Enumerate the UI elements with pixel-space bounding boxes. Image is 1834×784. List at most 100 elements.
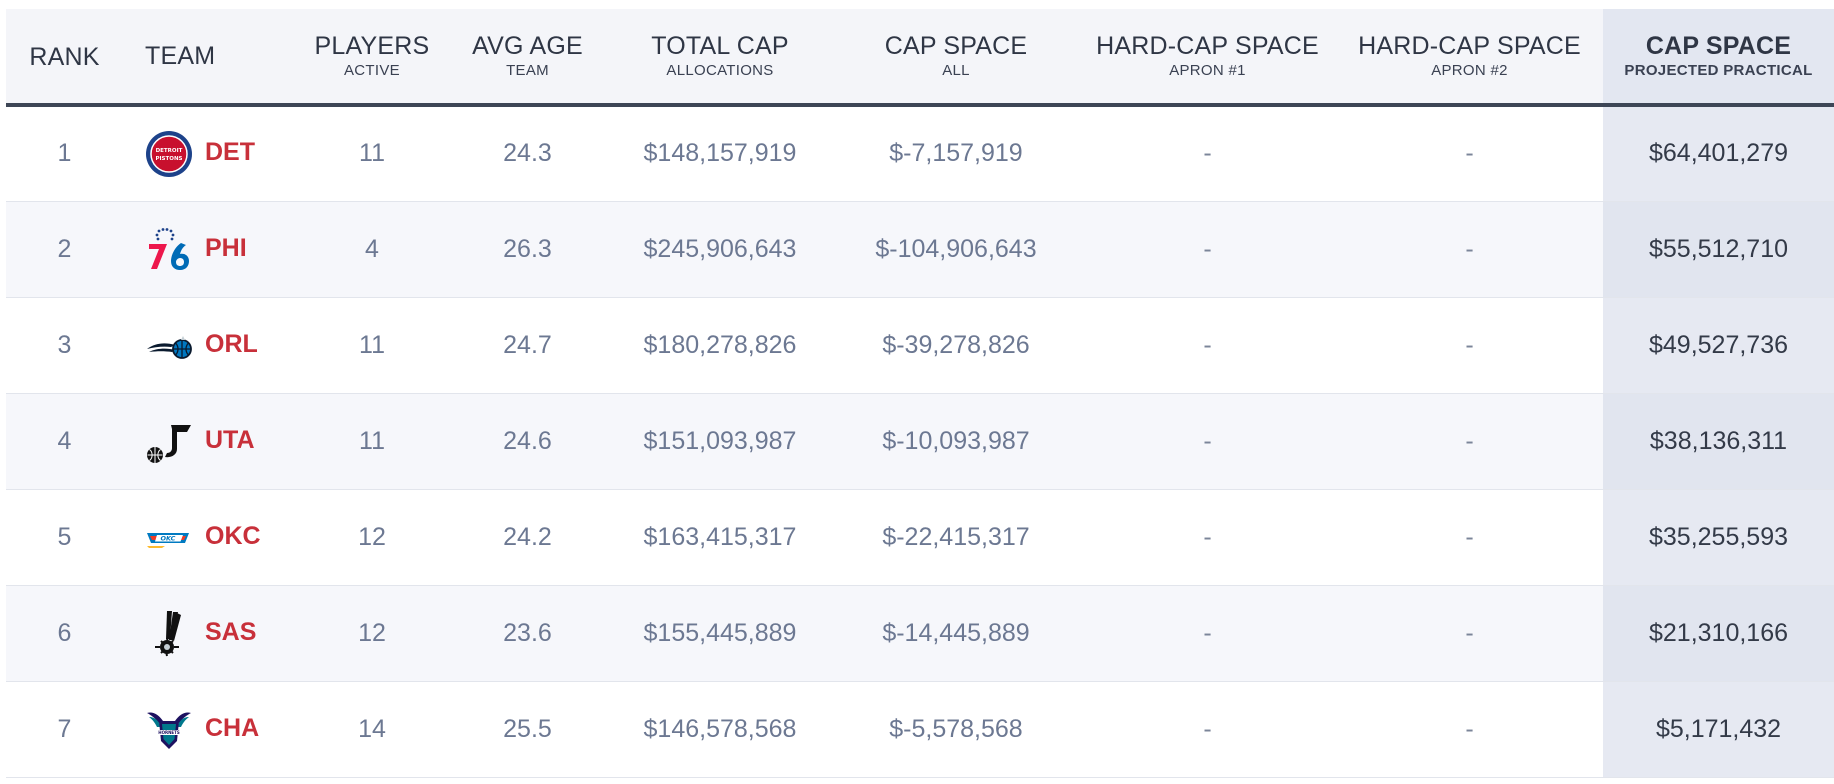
column-header-rank[interactable]: RANK — [6, 9, 123, 107]
total-cap-cell: $146,578,568 — [607, 681, 833, 778]
team-cell[interactable]: HORNETS CHA — [123, 681, 296, 778]
hard-cap-1-cell: - — [1079, 681, 1336, 778]
thunder-logo-icon: OKC — [147, 533, 189, 548]
cap-space-cell: $-5,578,568 — [833, 681, 1079, 778]
avg-age-cell: 23.6 — [448, 585, 607, 682]
magic-logo-icon — [147, 336, 192, 359]
table-row: 2 PHI — [6, 201, 1834, 298]
hard-cap-1-cell: - — [1079, 105, 1336, 202]
column-header-hard-cap-2-label: HARD-CAP SPACE — [1358, 32, 1581, 60]
players-cell: 11 — [296, 105, 448, 202]
team-cell[interactable]: DETROIT PISTONS DET — [123, 105, 296, 202]
hard-cap-2-cell: - — [1336, 297, 1603, 394]
column-header-hard-cap-2-sublabel: APRON #2 — [1431, 62, 1508, 79]
cap-space-cell: $-39,278,826 — [833, 297, 1079, 394]
cap-space-table-container: RANK TEAM PLAYERS ACTIVE AVG AGE TEAM TO… — [6, 9, 1834, 778]
column-header-players[interactable]: PLAYERS ACTIVE — [296, 9, 448, 107]
hard-cap-2-cell: - — [1336, 201, 1603, 298]
column-header-hard-cap-1-sublabel: APRON #1 — [1169, 62, 1246, 79]
column-header-hard-cap-apron-2[interactable]: HARD-CAP SPACE APRON #2 — [1336, 9, 1603, 107]
column-header-hard-cap-apron-1[interactable]: HARD-CAP SPACE APRON #1 — [1079, 9, 1336, 107]
column-header-rank-label: RANK — [29, 42, 100, 71]
players-cell: 12 — [296, 585, 448, 682]
table-row: 4 UTA 11 24.6 $151,093,987 $-10,093,987 … — [6, 393, 1834, 490]
rank-cell: 7 — [6, 681, 123, 778]
rank-cell: 5 — [6, 489, 123, 586]
column-header-total-cap[interactable]: TOTAL CAP ALLOCATIONS — [607, 9, 833, 107]
total-cap-cell: $148,157,919 — [607, 105, 833, 202]
players-cell: 14 — [296, 681, 448, 778]
team-abbreviation[interactable]: CHA — [205, 713, 260, 742]
pistons-logo-icon: DETROIT PISTONS — [146, 130, 192, 177]
team-cell[interactable]: SAS — [123, 585, 296, 682]
table-row: 3 ORL 11 24.7 $180,278,826 — [6, 297, 1834, 394]
cap-space-cell: $-104,906,643 — [833, 201, 1079, 298]
pistons-logo-text-2: PISTONS — [155, 156, 182, 162]
team-abbreviation[interactable]: UTA — [205, 425, 255, 454]
total-cap-cell: $163,415,317 — [607, 489, 833, 586]
projected-cap-space-cell: $35,255,593 — [1603, 489, 1834, 586]
column-header-team[interactable]: TEAM — [123, 9, 296, 107]
column-header-avg-age-sublabel: TEAM — [506, 62, 549, 79]
table-row: 7 HORNETS CHA 14 25.5 — [6, 681, 1834, 778]
column-header-total-cap-label: TOTAL CAP — [651, 32, 789, 60]
hornets-logo-icon: HORNETS — [147, 712, 191, 749]
hornets-logo-text: HORNETS — [158, 730, 180, 735]
total-cap-cell: $180,278,826 — [607, 297, 833, 394]
spurs-logo-icon — [155, 611, 181, 657]
rank-cell: 3 — [6, 297, 123, 394]
team-abbreviation[interactable]: DET — [205, 138, 255, 167]
avg-age-cell: 24.6 — [448, 393, 607, 490]
column-header-cap-space-sublabel: ALL — [942, 62, 970, 79]
avg-age-cell: 25.5 — [448, 681, 607, 778]
column-header-avg-age[interactable]: AVG AGE TEAM — [448, 9, 607, 107]
column-header-cap-space[interactable]: CAP SPACE ALL — [833, 9, 1079, 107]
rank-cell: 1 — [6, 105, 123, 202]
players-cell: 11 — [296, 393, 448, 490]
hard-cap-1-cell: - — [1079, 201, 1336, 298]
hard-cap-2-cell: - — [1336, 585, 1603, 682]
team-abbreviation[interactable]: PHI — [205, 233, 247, 262]
column-header-total-cap-sublabel: ALLOCATIONS — [666, 62, 774, 79]
column-header-projected-label: CAP SPACE — [1645, 32, 1792, 60]
team-cell[interactable]: PHI — [123, 201, 296, 298]
projected-cap-space-cell: $64,401,279 — [1603, 105, 1834, 202]
projected-cap-space-cell: $38,136,311 — [1603, 393, 1834, 490]
thunder-logo-text: OKC — [161, 535, 176, 543]
hard-cap-2-cell: - — [1336, 105, 1603, 202]
cap-space-cell: $-22,415,317 — [833, 489, 1079, 586]
projected-cap-space-cell: $49,527,736 — [1603, 297, 1834, 394]
avg-age-cell: 24.3 — [448, 105, 607, 202]
cap-space-table: RANK TEAM PLAYERS ACTIVE AVG AGE TEAM TO… — [6, 9, 1834, 778]
team-abbreviation[interactable]: ORL — [205, 329, 258, 358]
total-cap-cell: $245,906,643 — [607, 201, 833, 298]
jazz-logo-icon — [147, 425, 191, 463]
avg-age-cell: 24.7 — [448, 297, 607, 394]
hard-cap-2-cell: - — [1336, 393, 1603, 490]
avg-age-cell: 26.3 — [448, 201, 607, 298]
cap-space-cell: $-14,445,889 — [833, 585, 1079, 682]
hard-cap-1-cell: - — [1079, 393, 1336, 490]
team-abbreviation[interactable]: SAS — [205, 617, 257, 646]
table-row: 5 OKC OKC 12 24.2 $163,415,317 $-22,415,… — [6, 489, 1834, 586]
rank-cell: 6 — [6, 585, 123, 682]
projected-cap-space-cell: $21,310,166 — [1603, 585, 1834, 682]
column-header-avg-age-label: AVG AGE — [472, 32, 583, 60]
team-abbreviation[interactable]: OKC — [205, 521, 261, 550]
sixers-logo-icon — [149, 228, 189, 270]
hard-cap-2-cell: - — [1336, 681, 1603, 778]
avg-age-cell: 24.2 — [448, 489, 607, 586]
total-cap-cell: $151,093,987 — [607, 393, 833, 490]
column-header-players-label: PLAYERS — [314, 32, 430, 60]
hard-cap-1-cell: - — [1079, 297, 1336, 394]
team-cell[interactable]: OKC OKC — [123, 489, 296, 586]
column-header-projected-cap-space[interactable]: CAP SPACE PROJECTED PRACTICAL — [1603, 9, 1834, 107]
table-row: 6 SAS 12 23.6 $155,445,889 $-14,44 — [6, 585, 1834, 682]
rank-cell: 4 — [6, 393, 123, 490]
team-cell[interactable]: UTA — [123, 393, 296, 490]
cap-space-cell: $-10,093,987 — [833, 393, 1079, 490]
projected-cap-space-cell: $55,512,710 — [1603, 201, 1834, 298]
hard-cap-1-cell: - — [1079, 585, 1336, 682]
team-cell[interactable]: ORL — [123, 297, 296, 394]
column-header-cap-space-label: CAP SPACE — [884, 32, 1028, 60]
